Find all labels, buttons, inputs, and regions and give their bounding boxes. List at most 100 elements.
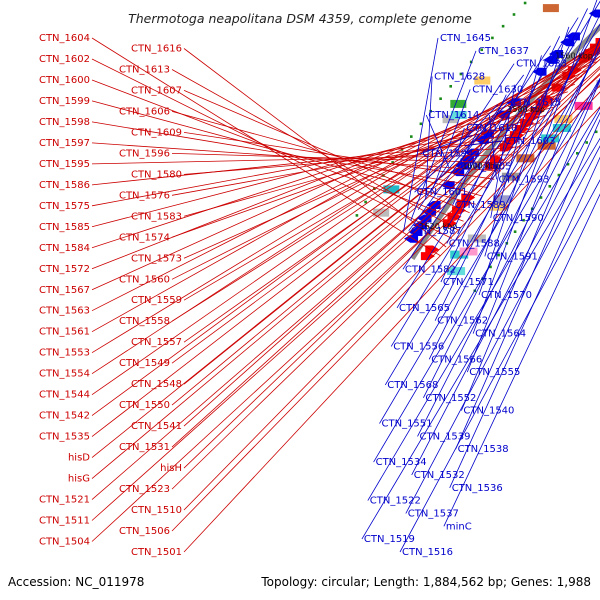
gene-label: CTN_1558 [119,316,170,327]
gene-label: CTN_1565 [399,303,450,314]
gene-label: CTN_1616 [131,44,182,55]
gene-label: CTN_1535 [39,432,90,443]
gene-block [450,99,467,108]
label-leader-line [411,111,600,476]
gene-label: CTN_1595 [39,159,90,170]
gene-block [442,115,459,124]
gene-label: CTN_1609 [131,127,182,138]
genome-backbone [410,23,600,261]
gene-block [450,250,469,259]
label-leader-line [399,179,600,553]
label-leader-line [472,0,598,334]
tick-mark [512,13,516,16]
tick-mark [576,152,579,155]
gene-label: CTN_1511 [39,516,90,527]
tick-mark [459,72,463,76]
gene-label: CTN_1602 [39,54,90,65]
label-leader-line [171,58,600,448]
gene-label: CTN_1566 [431,354,482,365]
gene-label: CTN_1531 [119,442,170,453]
gene-label: CTN_1534 [376,457,427,468]
gene-label: CTN_1570 [481,290,532,301]
gene-label: CTN_1583 [131,211,182,222]
tick-mark [439,97,442,100]
gene-label: CTN_1591 [487,251,538,262]
gene-label: CTN_1604 [39,33,90,44]
label-leader-line [403,37,439,232]
gene-label: CTN_1555 [469,367,520,378]
gene-label: CTN_1563 [39,306,90,317]
gene-label: CTN_1607 [131,85,182,96]
gene-label: CTN_1560 [119,274,170,285]
label-leader-line [171,69,458,231]
gene-label: CTN_1523 [119,484,170,495]
label-leader-line [171,46,600,364]
gene-label: CTN_1542 [39,411,90,422]
label-leader-line [434,8,588,321]
label-leader-line [405,145,600,514]
label-leader-line [417,78,600,437]
gene-block [450,111,467,119]
label-leader-line [91,76,583,270]
gene-label: minC [446,521,472,532]
gene-block [542,4,559,13]
gene-label: CTN_1559 [131,295,182,306]
tick-mark [410,135,413,138]
gene-label: CTN_1539 [420,431,471,442]
gene-label: CTN_1628 [434,72,485,83]
label-leader-line [171,68,590,280]
label-leader-line [171,72,600,490]
gene-label: CTN_1613 [119,65,170,76]
gene-label: CTN_1562 [437,316,488,327]
label-leader-line [171,50,600,322]
label-leader-line [373,77,600,463]
gene-label: CTN_1556 [393,341,444,352]
gene-label: CTN_1585 [39,222,90,233]
label-leader-line [91,40,600,375]
gene-block [541,134,560,143]
label-leader-line [91,47,600,458]
label-leader-line [425,76,433,199]
gene-label: CTN_1573 [131,253,182,264]
gene-label: CTN_1522 [370,496,421,507]
label-leader-line [171,91,600,532]
gene-label: CTN_1564 [475,329,526,340]
gene-label: CTN_1580 [131,169,182,180]
kbp-label: 1580 kbp [507,105,545,114]
label-leader-line [384,23,600,386]
gene-block [493,195,511,204]
gene-label: CTN_1605 [461,162,512,173]
gene-label: CTN_1519 [364,534,415,545]
kbp-label: 1600 kbp [462,162,500,171]
label-leader-line [183,48,600,385]
gene-label: CTN_1541 [131,421,182,432]
forward-gene-arrow [425,245,440,254]
label-leader-line [183,106,600,553]
gene-block [383,185,400,194]
label-leader-line [461,79,600,411]
tick-mark [539,196,543,199]
gene-label: CTN_1537 [408,509,459,520]
tick-mark [429,109,432,113]
gene-label: CTN_1506 [119,526,170,537]
gene-label: CTN_1645 [440,33,491,44]
label-leader-line [458,124,482,167]
label-leader-line [432,89,471,189]
gene-label: CTN_1504 [39,537,90,548]
label-leader-line [428,13,600,360]
label-leader-line [361,137,600,540]
tick-mark [594,130,598,134]
label-leader-line [367,107,600,501]
label-leader-line [91,41,600,416]
gene-label: CTN_1576 [119,190,170,201]
gene-block [373,208,390,217]
label-leader-line [490,84,516,218]
gene-label: CTN_1599 [39,96,90,107]
gene-label: CTN_1610 [466,123,517,134]
gene-label: CTN_1587 [411,226,462,237]
gene-label: CTN_1552 [425,393,476,404]
gene-label: CTN_1572 [39,264,90,275]
label-leader-line [91,121,489,188]
gene-label: CTN_1549 [119,358,170,369]
